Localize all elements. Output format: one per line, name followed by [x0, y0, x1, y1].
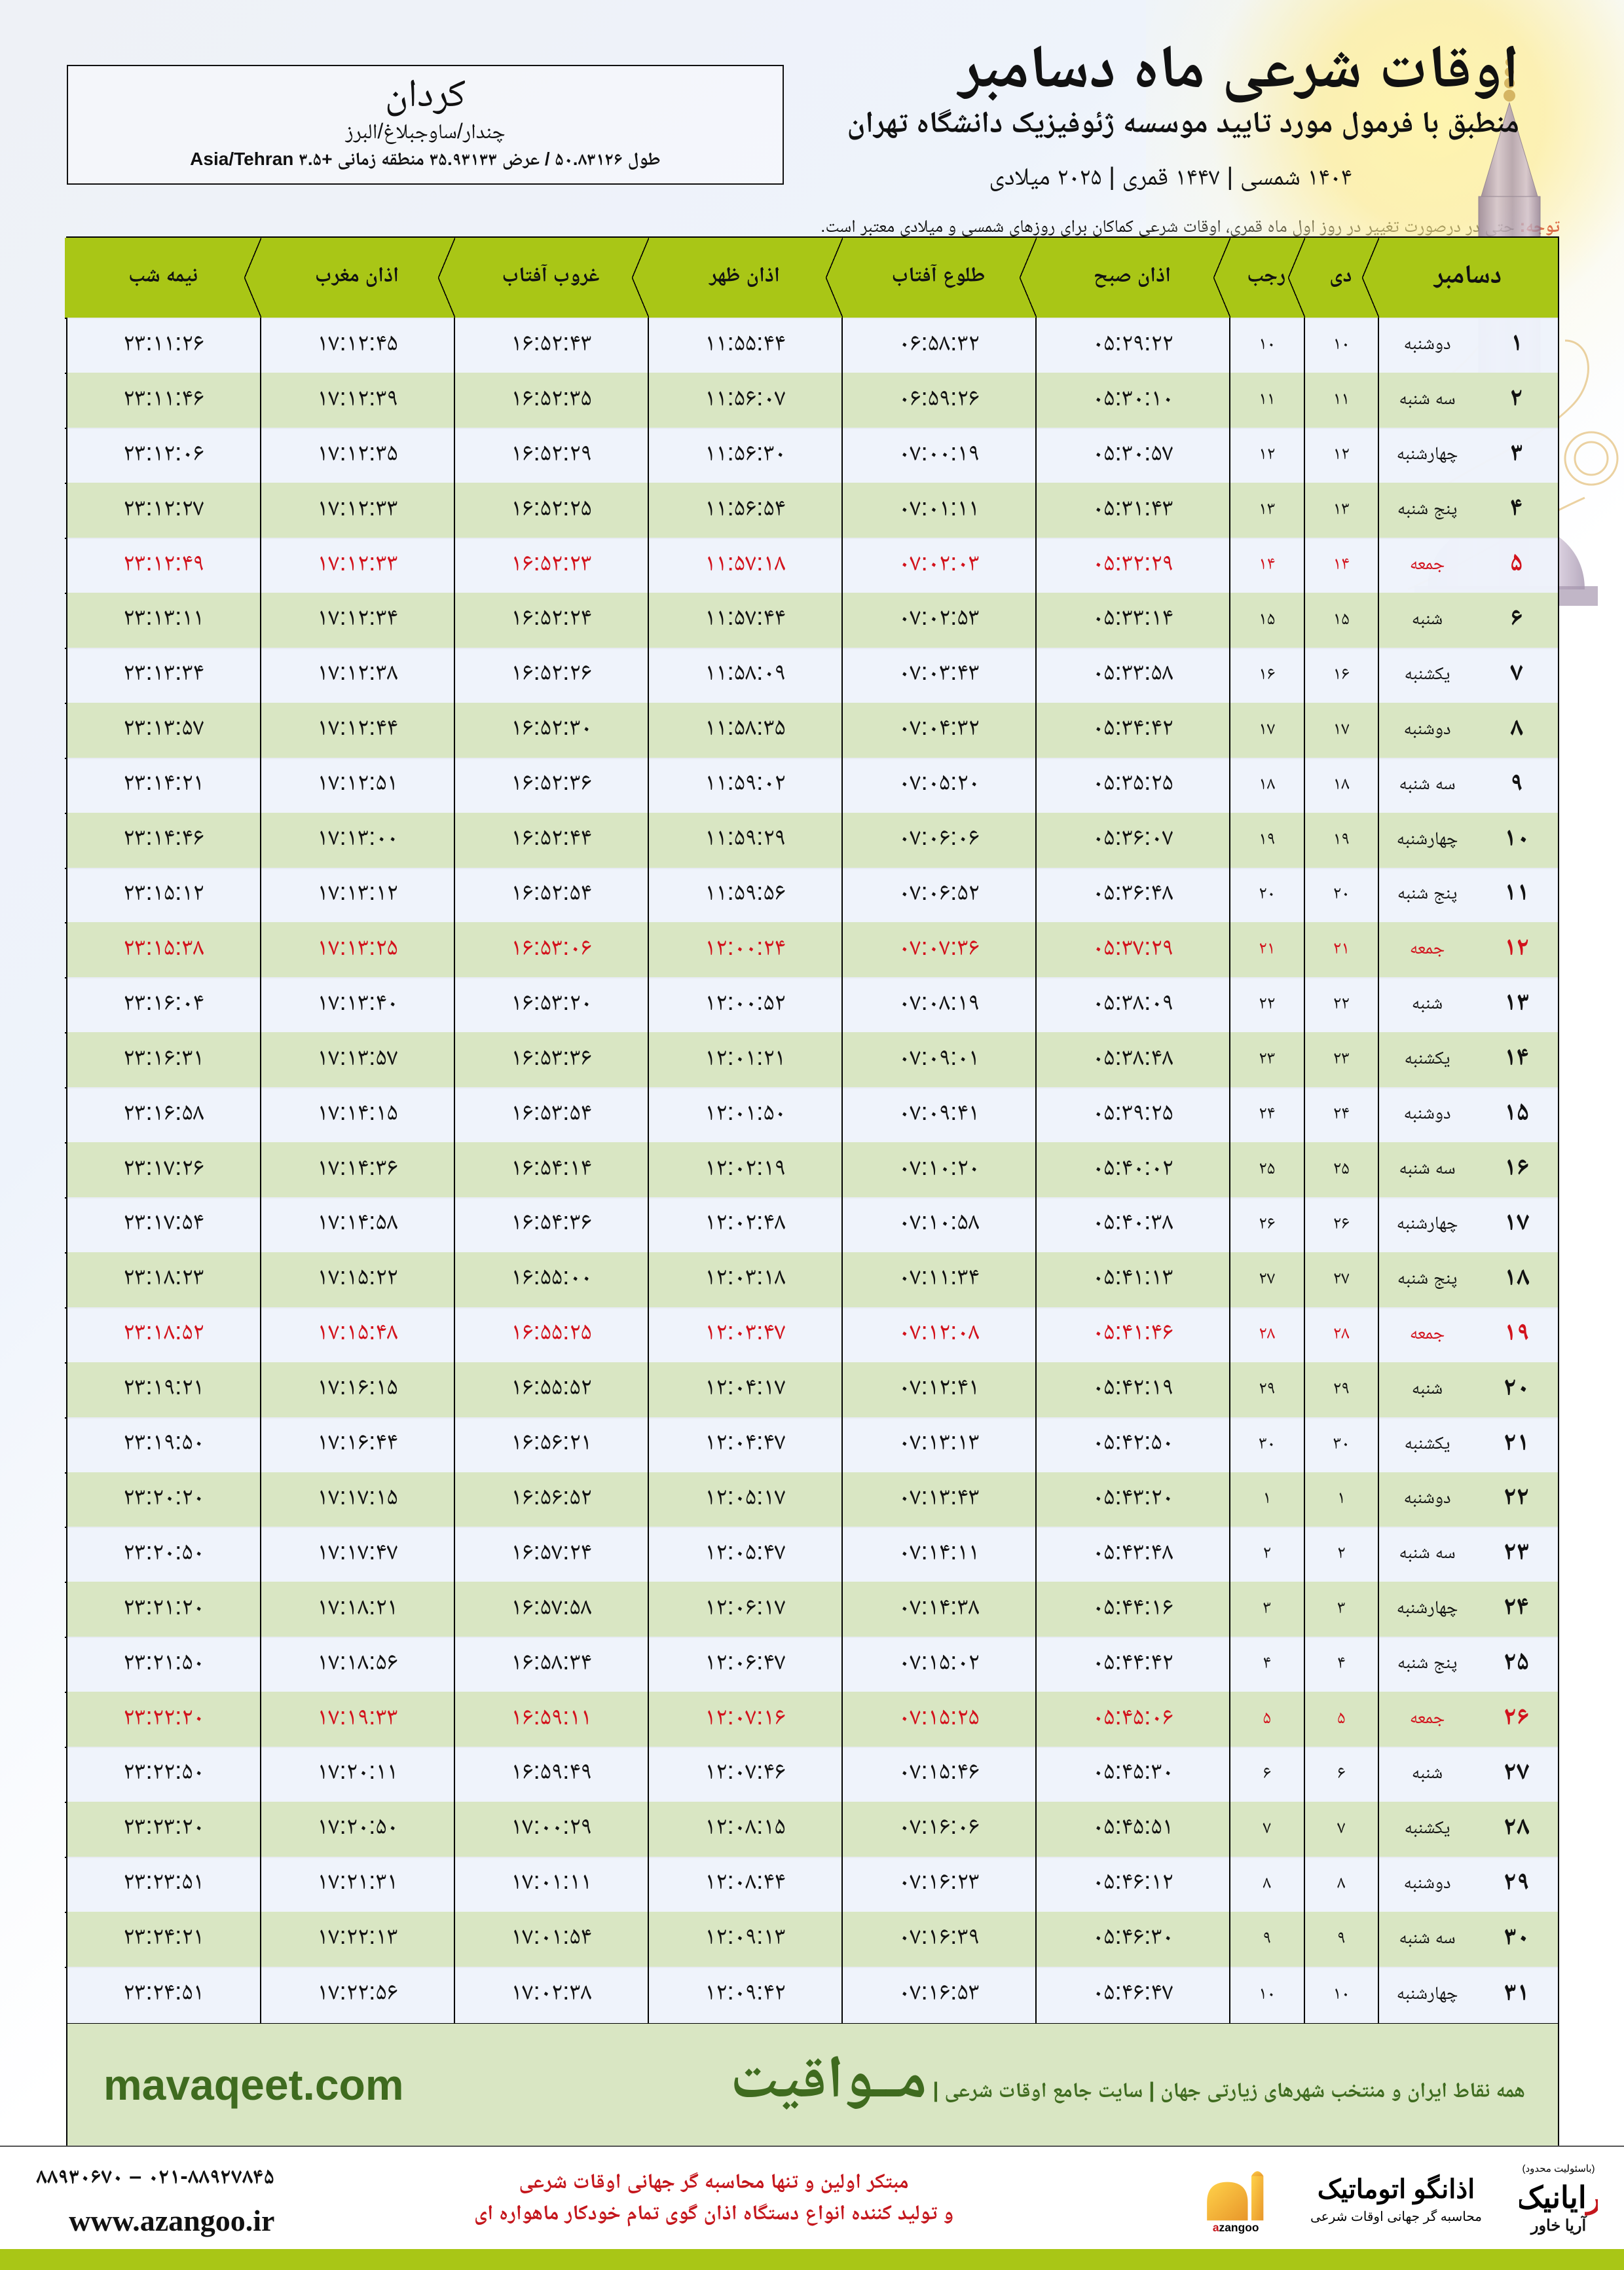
svg-text:اذانگو اتوماتیک: اذانگو اتوماتیک: [1318, 2174, 1475, 2205]
svg-text:رایانیک: رایانیک: [1519, 2180, 1598, 2216]
svg-text:azangoo: azangoo: [1213, 2221, 1259, 2234]
svg-text:آریا خاور: آریا خاور: [1530, 2215, 1587, 2235]
svg-text:محاسبه گر جهانی اوقات شرعی: محاسبه گر جهانی اوقات شرعی: [1310, 2209, 1482, 2224]
svg-text:(باسئولیت محدود): (باسئولیت محدود): [1522, 2163, 1595, 2174]
